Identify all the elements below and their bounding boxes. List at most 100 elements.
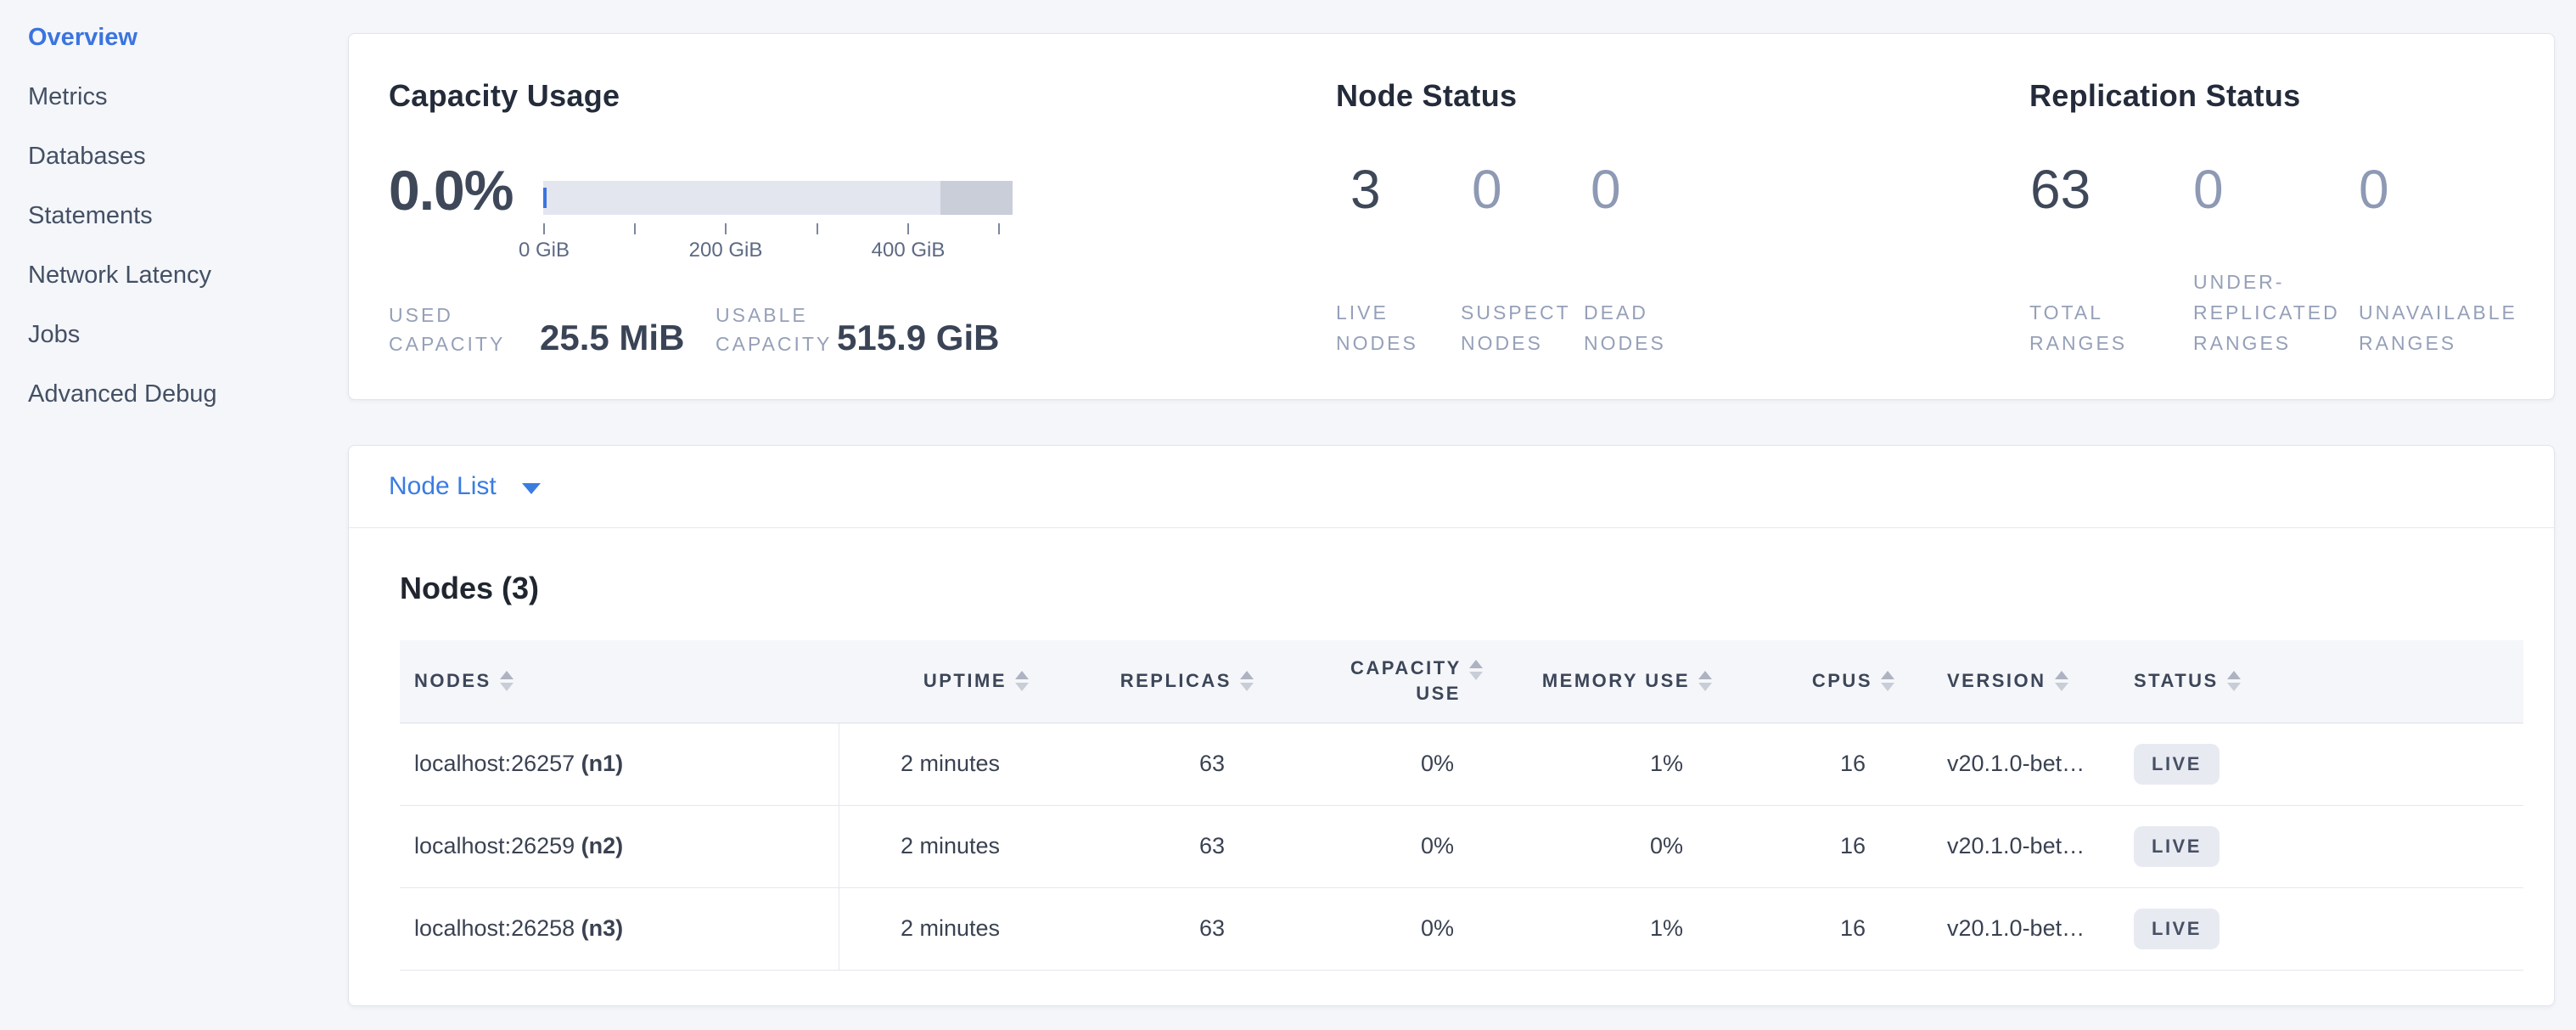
node-status-title: Node Status [1336,78,1518,113]
status-cell: LIVE [2106,887,2523,971]
usable-capacity-label: USABLE CAPACITY [716,304,833,355]
axis-tick-label: 200 GiB [688,239,763,262]
column-header-label: STATUS [2134,670,2219,692]
caret-down-icon [521,482,541,494]
version-cell: v20.1.0-bet… [1906,887,2106,971]
column-header-uptime[interactable]: UPTIME [839,640,1041,723]
node-status-section: Node Status 3 0 0 LIVE NODES SUSPECT NOD… [1336,34,1930,399]
column-header-label: CAPACITY USE [1350,657,1462,705]
column-header-label: REPLICAS [1120,670,1232,692]
total-ranges-count: 63 [2030,159,2091,220]
node-address: localhost:26258 [414,915,575,941]
capacity-usage-title: Capacity Usage [389,78,620,113]
sort-icon [1881,671,1894,692]
memory-use-cell: 1% [1495,723,1724,806]
axis-tick [634,223,636,234]
under-replicated-ranges-count: 0 [2193,159,2224,220]
sidebar-item-network-latency[interactable]: Network Latency [28,262,211,289]
replication-status-title: Replication Status [2029,78,2301,113]
axis-tick [725,223,727,234]
capacity-use-cell: 0% [1266,887,1495,971]
uptime-cell: 2 minutes [839,887,1041,971]
sidebar-item-statements[interactable]: Statements [28,202,153,229]
column-header-label: UPTIME [923,670,1007,692]
node-list-dropdown[interactable]: Node List [389,472,541,501]
sort-icon [2226,671,2241,692]
column-header-status[interactable]: STATUS [2106,640,2523,723]
live-nodes-count: 3 [1350,159,1381,220]
version-cell: v20.1.0-bet… [1906,805,2106,888]
uptime-cell: 2 minutes [839,805,1041,888]
unavailable-ranges-count: 0 [2359,159,2389,220]
replicas-cell: 63 [1041,887,1266,971]
nodes-card: Node List Nodes (3) NODES UPTIME [348,445,2555,1006]
cpus-cell: 16 [1724,805,1906,888]
capacity-use-cell: 0% [1266,723,1495,806]
status-cell: LIVE [2106,805,2523,888]
nodes-table: NODES UPTIME REPLICAS [400,640,2523,971]
cpus-cell: 16 [1724,887,1906,971]
table-header-row: NODES UPTIME REPLICAS [400,640,2523,723]
capacity-usage-section: Capacity Usage 0.0% 0 GiB 200 GiB 400 Gi… [389,34,1059,399]
axis-tick [998,223,1000,234]
dead-nodes-label: DEAD NODES [1584,301,1666,354]
column-header-capacity-use[interactable]: CAPACITY USE [1266,640,1495,723]
column-header-cpus[interactable]: CPUS [1724,640,1906,723]
axis-tick-label: 400 GiB [871,239,946,262]
replicas-cell: 63 [1041,805,1266,888]
status-badge: LIVE [2134,908,2220,949]
nodes-heading: Nodes (3) [400,571,540,605]
total-ranges-label: TOTAL RANGES [2029,301,2128,354]
node-address-cell[interactable]: localhost:26257 (n1) [400,723,839,806]
column-header-label: CPUS [1811,670,1872,692]
column-header-label: MEMORY USE [1541,670,1690,692]
column-header-memory-use[interactable]: MEMORY USE [1495,640,1724,723]
cluster-summary-card: Capacity Usage 0.0% 0 GiB 200 GiB 400 Gi… [348,33,2555,400]
capacity-axis: 0 GiB 200 GiB 400 GiB [519,223,1013,274]
suspect-nodes-count: 0 [1472,159,1502,220]
node-list-dropdown-label: Node List [389,472,497,500]
sort-icon [1240,671,1254,692]
status-badge: LIVE [2134,825,2220,867]
column-header-nodes[interactable]: NODES [400,640,839,723]
column-header-version[interactable]: VERSION [1906,640,2106,723]
status-cell: LIVE [2106,723,2523,806]
sidebar-item-jobs[interactable]: Jobs [28,321,81,348]
replicas-cell: 63 [1041,723,1266,806]
node-list-strip: Node List [349,446,2554,528]
uptime-cell: 2 minutes [839,723,1041,806]
column-header-label: NODES [414,670,491,692]
sort-icon [2054,671,2068,692]
node-id: (n1) [581,751,624,776]
sidebar-item-metrics[interactable]: Metrics [28,83,108,110]
sidebar: Overview Metrics Databases Statements Ne… [28,22,334,438]
sidebar-item-databases[interactable]: Databases [28,143,146,170]
under-replicated-ranges-label: UNDER-REPLICATED RANGES [2193,271,2340,354]
capacity-bar-used-segment [543,188,547,208]
replication-status-section: Replication Status 63 0 0 TOTAL RANGES U… [2029,34,2573,399]
sidebar-item-advanced-debug[interactable]: Advanced Debug [28,380,217,408]
version-cell: v20.1.0-bet… [1906,723,2106,806]
axis-tick [817,223,818,234]
node-address-cell[interactable]: localhost:26258 (n3) [400,887,839,971]
axis-tick [543,223,545,234]
column-header-label: VERSION [1947,670,2046,692]
suspect-nodes-label: SUSPECT NODES [1461,301,1571,354]
table-row[interactable]: localhost:26259 (n2) 2 minutes 63 0% 0% … [400,805,2523,888]
node-address: localhost:26257 [414,751,575,776]
table-row[interactable]: localhost:26257 (n1) 2 minutes 63 0% 1% … [400,723,2523,806]
node-address-cell[interactable]: localhost:26259 (n2) [400,805,839,888]
table-row[interactable]: localhost:26258 (n3) 2 minutes 63 0% 1% … [400,887,2523,971]
cpus-cell: 16 [1724,723,1906,806]
column-header-replicas[interactable]: REPLICAS [1041,640,1266,723]
sort-icon [1469,660,1483,681]
sort-icon [1015,671,1029,692]
live-nodes-label: LIVE NODES [1336,301,1418,354]
sidebar-item-overview[interactable]: Overview [28,24,137,51]
node-address: localhost:26259 [414,833,575,858]
dead-nodes-count: 0 [1591,159,1621,220]
capacity-used-percent: 0.0% [389,159,514,222]
sort-icon [1698,671,1712,692]
capacity-bar [543,181,1013,215]
memory-use-cell: 1% [1495,887,1724,971]
